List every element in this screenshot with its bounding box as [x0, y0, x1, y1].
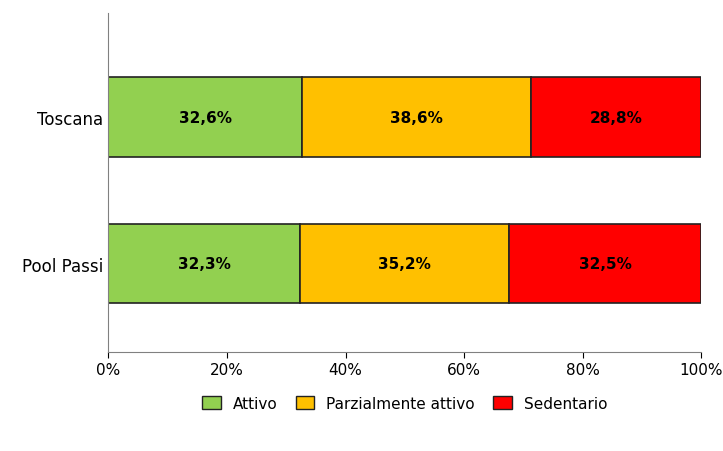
- Text: 32,6%: 32,6%: [179, 110, 231, 125]
- Bar: [108, 78, 301, 157]
- Bar: [300, 225, 509, 304]
- Text: 35,2%: 35,2%: [378, 257, 431, 272]
- Text: 32,3%: 32,3%: [178, 257, 231, 272]
- Legend: Attivo, Parzialmente attivo, Sedentario: Attivo, Parzialmente attivo, Sedentario: [194, 388, 615, 419]
- Text: 38,6%: 38,6%: [390, 110, 442, 125]
- Bar: [301, 78, 531, 157]
- Text: 32,5%: 32,5%: [578, 257, 631, 272]
- Bar: [531, 78, 701, 157]
- Text: 28,8%: 28,8%: [589, 110, 642, 125]
- Bar: [108, 225, 300, 304]
- Bar: [508, 225, 701, 304]
